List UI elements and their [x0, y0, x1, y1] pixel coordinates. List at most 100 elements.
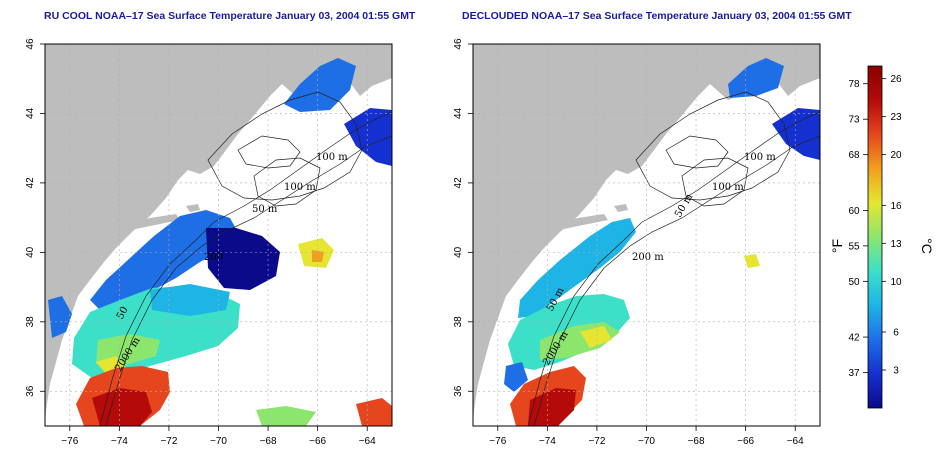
x-tick-label: −74	[111, 436, 128, 447]
celsius-tick-label: 6	[893, 328, 899, 339]
contour-line	[253, 157, 321, 207]
graticule	[45, 44, 392, 426]
sst-swath	[772, 108, 820, 160]
x-tick-label: −68	[260, 436, 277, 447]
contour-label: 100 m	[712, 182, 744, 193]
contour-label: 50	[115, 305, 131, 321]
contour-line	[105, 135, 392, 426]
island	[186, 204, 200, 212]
x-tick-label: −72	[588, 436, 605, 447]
contour-line	[635, 91, 791, 201]
x-tick-label: −72	[160, 436, 177, 447]
x-tick-label: −68	[688, 436, 705, 447]
island	[118, 214, 180, 232]
sst-swath	[504, 362, 528, 392]
fahrenheit-tick-label: 68	[848, 150, 860, 161]
contour-label: 200 m	[632, 252, 664, 263]
sst-swath	[150, 284, 230, 316]
fahrenheit-tick-label: 50	[848, 277, 860, 288]
y-tick-label: 44	[453, 107, 464, 119]
x-tick-label: −76	[489, 436, 506, 447]
fahrenheit-unit-label: °F	[829, 239, 845, 253]
bathymetry-contours	[99, 91, 392, 426]
celsius-tick-label: 23	[890, 112, 902, 123]
contour-line	[665, 135, 729, 169]
sst-swath	[312, 250, 324, 262]
colorbar-ticks: 78 73 68 60 55 50 42 37 26 23 20 16 13 10 6 3	[848, 74, 902, 379]
celsius-tick-label: 20	[890, 150, 902, 161]
sst-swath	[518, 218, 636, 318]
y-tick-label: 36	[453, 385, 464, 397]
island	[614, 204, 628, 212]
fahrenheit-tick-label: 73	[848, 115, 860, 126]
contour-label: 100 m	[744, 152, 776, 163]
y-tick-label: 42	[453, 177, 464, 189]
sst-swath	[90, 210, 240, 314]
land-mass	[45, 44, 392, 426]
sst-swath	[356, 398, 392, 426]
island	[546, 214, 608, 232]
sst-swath	[92, 388, 152, 426]
y-tick-label: 46	[453, 38, 464, 50]
x-tick-label: −66	[737, 436, 754, 447]
panel-title-right: DECLOUDED NOAA–17 Sea Surface Temperatur…	[462, 10, 852, 22]
celsius-tick-label: 10	[890, 277, 902, 288]
fahrenheit-tick-label: 55	[848, 241, 860, 252]
contour-label: 200	[204, 252, 223, 263]
y-tick-label: 46	[25, 38, 36, 50]
sst-swath	[284, 58, 356, 112]
x-tick-label: −64	[787, 436, 804, 447]
y-tick-label: 40	[453, 246, 464, 258]
sst-swath	[256, 406, 316, 426]
sst-swath	[728, 58, 784, 98]
y-tick-label: 44	[25, 107, 36, 119]
x-axis: −76 −74 −72 −70 −68 −66 −64	[61, 426, 376, 447]
sst-swath	[206, 228, 280, 290]
celsius-tick-label: 16	[890, 201, 902, 212]
contour-label: 100 m	[316, 152, 348, 163]
bathymetry-contours	[527, 91, 820, 426]
fahrenheit-tick-label: 78	[848, 79, 860, 90]
sst-map-right: 100 m 100 m 50 m 200 m 50 m 2000 m −76 −7…	[453, 38, 821, 447]
celsius-tick-label: 3	[893, 366, 899, 377]
x-tick-label: −76	[61, 436, 78, 447]
x-tick-label: −64	[359, 436, 376, 447]
sst-swath	[744, 254, 760, 268]
sst-swath	[528, 388, 576, 426]
y-axis: 36 38 40 42 44 46	[453, 38, 473, 397]
fahrenheit-tick-label: 37	[848, 368, 860, 379]
x-tick-label: −70	[210, 436, 227, 447]
celsius-unit-label: °C	[919, 238, 935, 254]
x-axis: −76 −74 −72 −70 −68 −66 −64	[489, 426, 804, 447]
graticule	[473, 44, 820, 426]
sst-swath	[580, 326, 612, 348]
sst-swath	[344, 108, 392, 166]
y-axis: 36 38 40 42 44 46	[25, 38, 45, 397]
colorbar-gradient	[867, 65, 883, 409]
contour-line	[207, 91, 363, 201]
contour-line	[681, 157, 749, 207]
y-tick-label: 38	[453, 316, 464, 328]
sst-swath	[48, 296, 72, 338]
sst-map-left: 100 m 100 m 50 m 200 50 2000 m −76 −74 −72…	[25, 38, 393, 447]
contour-line	[99, 111, 392, 426]
y-tick-label: 36	[25, 385, 36, 397]
celsius-tick-label: 26	[890, 74, 902, 85]
contour-label: 50 m	[252, 204, 278, 215]
x-tick-label: −74	[539, 436, 556, 447]
contour-line	[533, 135, 820, 426]
celsius-tick-label: 13	[890, 239, 902, 250]
fahrenheit-tick-label: 42	[848, 333, 860, 344]
x-tick-label: −70	[638, 436, 655, 447]
contour-line	[527, 111, 820, 426]
y-tick-label: 42	[25, 177, 36, 189]
temperature-colorbar: 78 73 68 60 55 50 42 37 26 23 20 16 13 10 6 3 °F °C	[829, 65, 935, 409]
contour-line	[237, 135, 301, 169]
fahrenheit-tick-label: 60	[848, 206, 860, 217]
land-mass	[473, 44, 820, 426]
contour-label: 100 m	[284, 182, 316, 193]
panel-title-left: RU COOL NOAA–17 Sea Surface Temperature …	[44, 10, 416, 22]
y-tick-label: 38	[25, 316, 36, 328]
y-tick-label: 40	[25, 246, 36, 258]
